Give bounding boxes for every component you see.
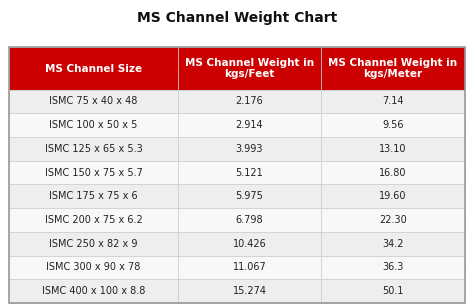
- Bar: [9, 47, 465, 303]
- Bar: [9, 47, 178, 90]
- Text: 13.10: 13.10: [379, 144, 407, 154]
- Bar: [9, 113, 178, 137]
- Bar: [321, 90, 465, 113]
- Text: 7.14: 7.14: [382, 96, 403, 106]
- Text: MS Channel Weight in
kgs/Meter: MS Channel Weight in kgs/Meter: [328, 58, 457, 79]
- Text: MS Channel Weight Chart: MS Channel Weight Chart: [137, 11, 337, 25]
- Bar: [178, 185, 321, 208]
- Text: 19.60: 19.60: [379, 191, 407, 201]
- Bar: [9, 185, 178, 208]
- Text: 9.56: 9.56: [382, 120, 403, 130]
- Bar: [178, 113, 321, 137]
- Bar: [178, 279, 321, 303]
- Bar: [178, 47, 321, 90]
- Text: 16.80: 16.80: [379, 168, 407, 177]
- Bar: [9, 90, 178, 113]
- Bar: [321, 208, 465, 232]
- Bar: [178, 161, 321, 185]
- Text: 2.914: 2.914: [236, 120, 264, 130]
- Text: ISMC 400 x 100 x 8.8: ISMC 400 x 100 x 8.8: [42, 286, 146, 296]
- Bar: [9, 279, 178, 303]
- Bar: [178, 208, 321, 232]
- Text: ISMC 200 x 75 x 6.2: ISMC 200 x 75 x 6.2: [45, 215, 143, 225]
- Text: 36.3: 36.3: [382, 262, 403, 272]
- Text: ISMC 250 x 82 x 9: ISMC 250 x 82 x 9: [49, 239, 138, 249]
- Bar: [178, 232, 321, 256]
- Text: ISMC 75 x 40 x 48: ISMC 75 x 40 x 48: [49, 96, 138, 106]
- Bar: [9, 161, 178, 185]
- Text: 5.975: 5.975: [236, 191, 264, 201]
- Bar: [178, 90, 321, 113]
- Text: MS Channel Weight in
kgs/Feet: MS Channel Weight in kgs/Feet: [185, 58, 314, 79]
- Bar: [9, 137, 178, 161]
- Bar: [321, 279, 465, 303]
- Text: 22.30: 22.30: [379, 215, 407, 225]
- Bar: [321, 256, 465, 279]
- Bar: [9, 208, 178, 232]
- Text: ISMC 150 x 75 x 5.7: ISMC 150 x 75 x 5.7: [45, 168, 143, 177]
- Text: 11.067: 11.067: [233, 262, 266, 272]
- Text: ISMC 125 x 65 x 5.3: ISMC 125 x 65 x 5.3: [45, 144, 143, 154]
- Bar: [321, 137, 465, 161]
- Text: 50.1: 50.1: [382, 286, 403, 296]
- Text: ISMC 100 x 50 x 5: ISMC 100 x 50 x 5: [49, 120, 138, 130]
- Bar: [321, 185, 465, 208]
- Text: 2.176: 2.176: [236, 96, 264, 106]
- Text: 5.121: 5.121: [236, 168, 264, 177]
- Bar: [321, 161, 465, 185]
- Bar: [178, 137, 321, 161]
- Bar: [9, 232, 178, 256]
- Text: 3.993: 3.993: [236, 144, 263, 154]
- Bar: [321, 113, 465, 137]
- Bar: [321, 232, 465, 256]
- Text: 6.798: 6.798: [236, 215, 264, 225]
- Text: ISMC 300 x 90 x 78: ISMC 300 x 90 x 78: [46, 262, 141, 272]
- Text: MS Channel Size: MS Channel Size: [45, 64, 142, 73]
- Text: 15.274: 15.274: [233, 286, 266, 296]
- Bar: [178, 256, 321, 279]
- Text: 34.2: 34.2: [382, 239, 403, 249]
- Text: 10.426: 10.426: [233, 239, 266, 249]
- Bar: [9, 256, 178, 279]
- Text: ISMC 175 x 75 x 6: ISMC 175 x 75 x 6: [49, 191, 138, 201]
- Bar: [321, 47, 465, 90]
